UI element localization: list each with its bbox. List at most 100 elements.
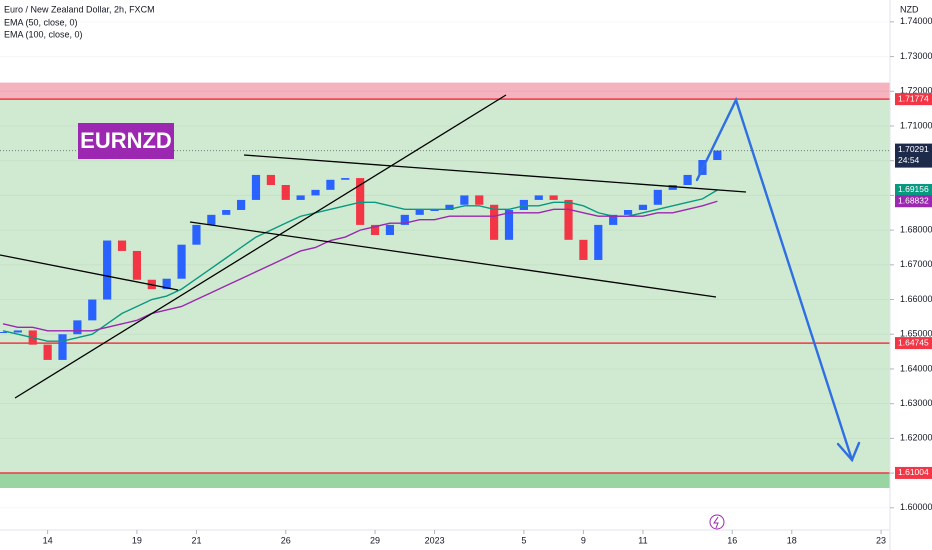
- y-tick-label: 1.68000: [900, 224, 932, 234]
- level-label: 1.64745: [898, 337, 929, 347]
- countdown: 24:54: [898, 155, 920, 165]
- price-badge: [895, 143, 932, 168]
- forecast-arrow: [695, 96, 861, 463]
- y-tick-label: 1.67000: [900, 259, 932, 269]
- candle: [117, 240, 127, 251]
- legend-entry: EMA (100, close, 0): [4, 29, 83, 39]
- candle: [475, 195, 484, 205]
- candle: [638, 204, 648, 210]
- x-tick-label: 18: [787, 535, 797, 545]
- level-badge: [895, 337, 932, 350]
- y-tick-label: 1.63000: [900, 398, 932, 408]
- y-tick-label: 1.62000: [900, 433, 932, 443]
- ema-label: 1.69156: [898, 184, 929, 194]
- y-tick-label: 1.73000: [900, 51, 932, 61]
- y-tick-label: 1.65000: [900, 329, 932, 339]
- trend-line: [0, 254, 179, 291]
- candle: [13, 330, 22, 333]
- candle: [58, 334, 67, 360]
- trend-line: [189, 221, 717, 298]
- trend-line: [14, 94, 507, 399]
- x-tick-label: 11: [638, 535, 647, 545]
- candle: [356, 178, 365, 225]
- x-tick-label: 16: [727, 535, 737, 545]
- zone: [0, 99, 890, 489]
- candle: [519, 199, 528, 210]
- ema-badge: [895, 183, 932, 196]
- candle: [490, 204, 499, 240]
- candle: [207, 214, 216, 225]
- arrow-path: [695, 96, 854, 462]
- event-icon: [709, 514, 725, 530]
- candle: [88, 299, 97, 321]
- candle: [73, 320, 82, 335]
- y-tick-label: 1.72000: [900, 86, 932, 96]
- candle: [281, 184, 290, 200]
- x-tick-label: 19: [132, 535, 142, 545]
- x-tick-label: 26: [281, 535, 291, 545]
- candle: [653, 189, 662, 205]
- candle: [370, 224, 380, 235]
- chart-title: Euro / New Zealand Dollar, 2h, FXCM: [4, 4, 155, 14]
- y-tick-label: 1.71000: [900, 120, 932, 130]
- arrow-head: [836, 441, 861, 463]
- candle: [222, 209, 231, 215]
- level-badge: [895, 93, 932, 106]
- price-label: 1.70291: [898, 144, 929, 154]
- candle: [192, 224, 201, 245]
- candle: [534, 195, 543, 200]
- ema-label: 1.68832: [898, 195, 929, 205]
- candle: [504, 209, 514, 240]
- candle: [341, 178, 350, 180]
- currency-label: NZD: [900, 4, 919, 14]
- symbol-badge: EURNZD: [80, 128, 172, 153]
- candle: [400, 214, 409, 225]
- ema-line: [2, 200, 718, 332]
- candle: [668, 184, 677, 190]
- drawings: [0, 94, 747, 399]
- candle: [177, 244, 186, 279]
- candle: [311, 189, 320, 196]
- x-tick-label: 2023: [425, 535, 445, 545]
- candle: [623, 209, 633, 215]
- zone: [0, 472, 890, 489]
- x-tick-label: 29: [370, 535, 380, 545]
- x-tick-label: 9: [581, 535, 586, 545]
- legend-entry: EMA (50, close, 0): [4, 17, 78, 27]
- candle: [385, 224, 395, 235]
- candle: [549, 195, 558, 200]
- ema-line: [2, 189, 718, 342]
- candle: [132, 250, 142, 280]
- candle: [609, 214, 618, 225]
- candle: [162, 278, 171, 290]
- level-badge: [895, 466, 932, 479]
- candle: [579, 239, 588, 260]
- candle: [415, 209, 424, 215]
- x-tick-label: 14: [43, 535, 53, 545]
- candle: [430, 209, 439, 211]
- candle: [237, 199, 246, 210]
- badge-bg: [78, 123, 174, 159]
- level-label: 1.71774: [898, 93, 929, 103]
- candle: [266, 174, 275, 185]
- level-label: 1.61004: [898, 467, 929, 477]
- axes: 1.740001.730001.720001.710001.700001.690…: [43, 16, 932, 545]
- candle: [460, 195, 469, 205]
- candle: [103, 240, 112, 300]
- candle: [713, 150, 722, 161]
- y-tick-label: 1.74000: [900, 16, 932, 26]
- y-tick-label: 1.64000: [900, 363, 932, 373]
- y-tick-label: 1.66000: [900, 294, 932, 304]
- candle: [296, 195, 305, 200]
- candle: [326, 179, 335, 190]
- price-axis: [890, 0, 932, 550]
- candle: [594, 224, 603, 260]
- candle: [445, 204, 454, 210]
- event-icon-bolt: [713, 516, 719, 529]
- ema-badge: [895, 195, 932, 208]
- x-tick-label: 5: [521, 535, 526, 545]
- candle: [251, 174, 261, 200]
- x-tick-label: 21: [191, 535, 201, 545]
